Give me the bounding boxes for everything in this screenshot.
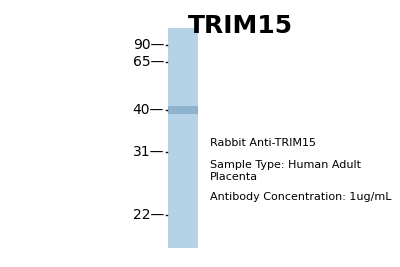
Bar — [168, 116, 198, 120]
Bar — [168, 131, 198, 134]
Bar — [168, 28, 198, 32]
Bar — [168, 237, 198, 241]
Bar — [168, 76, 198, 79]
Bar — [168, 164, 198, 167]
Bar — [168, 72, 198, 76]
Bar — [168, 193, 198, 197]
Bar — [168, 142, 198, 145]
Bar — [168, 186, 198, 189]
Bar — [168, 98, 198, 101]
Bar — [168, 90, 198, 94]
Bar — [168, 123, 198, 127]
Bar — [168, 208, 198, 211]
Bar — [168, 211, 198, 215]
Bar — [168, 32, 198, 35]
Bar — [168, 233, 198, 237]
Text: TRIM15: TRIM15 — [188, 14, 292, 38]
Bar — [168, 145, 198, 149]
Bar — [168, 83, 198, 87]
Bar — [168, 149, 198, 153]
Bar — [168, 175, 198, 178]
Bar — [168, 120, 198, 123]
Bar — [168, 105, 198, 109]
Bar — [168, 65, 198, 68]
Text: 22—: 22— — [133, 208, 164, 222]
Bar — [168, 226, 198, 230]
Bar — [168, 39, 198, 43]
Bar — [168, 61, 198, 65]
Bar — [168, 197, 198, 200]
Bar — [168, 189, 198, 193]
Bar — [168, 200, 198, 204]
Bar — [168, 109, 198, 112]
Text: 40—: 40— — [133, 103, 164, 117]
Bar — [168, 127, 198, 131]
Bar — [168, 112, 198, 116]
Bar — [168, 106, 198, 114]
Bar — [168, 204, 198, 208]
Bar — [168, 171, 198, 175]
Bar — [168, 178, 198, 182]
Bar — [168, 54, 198, 57]
Bar — [168, 219, 198, 222]
Text: 31—: 31— — [133, 145, 164, 159]
Bar — [168, 57, 198, 61]
Text: 90—: 90— — [133, 38, 164, 52]
Bar — [168, 87, 198, 90]
Bar — [168, 68, 198, 72]
Bar — [168, 182, 198, 186]
Bar — [168, 244, 198, 248]
Text: Antibody Concentration: 1ug/mL: Antibody Concentration: 1ug/mL — [210, 192, 392, 202]
Bar — [168, 134, 198, 138]
Bar — [168, 28, 198, 248]
Bar — [168, 222, 198, 226]
Text: Sample Type: Human Adult
Placenta: Sample Type: Human Adult Placenta — [210, 160, 361, 182]
Bar — [168, 160, 198, 164]
Bar — [168, 215, 198, 219]
Bar — [168, 156, 198, 160]
Bar — [168, 167, 198, 171]
Text: Rabbit Anti-TRIM15: Rabbit Anti-TRIM15 — [210, 138, 316, 148]
Text: 65—: 65— — [133, 55, 164, 69]
Bar — [168, 94, 198, 98]
Bar — [168, 230, 198, 233]
Bar — [168, 50, 198, 54]
Bar — [168, 153, 198, 156]
Bar — [168, 138, 198, 142]
Bar — [168, 101, 198, 105]
Bar — [168, 46, 198, 50]
Bar — [168, 43, 198, 46]
Bar — [168, 79, 198, 83]
Bar — [168, 241, 198, 244]
Bar — [168, 35, 198, 39]
